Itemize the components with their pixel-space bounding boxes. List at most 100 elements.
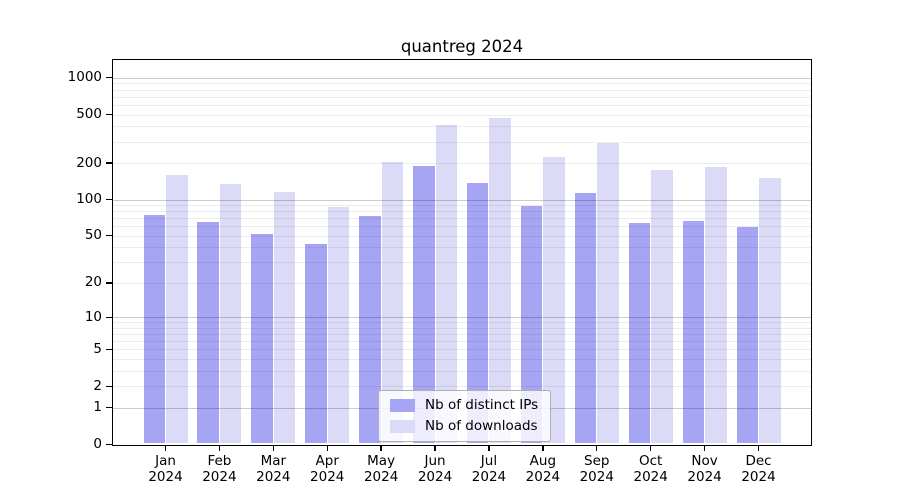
minor-gridline bbox=[113, 359, 811, 361]
y-tick-label: 0 bbox=[93, 436, 102, 452]
minor-gridline bbox=[113, 114, 811, 116]
y-tick-mark bbox=[106, 198, 113, 201]
legend-swatch-downloads bbox=[390, 419, 415, 433]
y-tick-mark bbox=[106, 316, 113, 318]
bar-distinct-ips-aug bbox=[520, 206, 543, 444]
bar-distinct-ips-feb bbox=[197, 222, 219, 444]
y-tick-label: 50 bbox=[84, 227, 102, 244]
x-tick-label: Dec 2024 bbox=[741, 452, 776, 486]
minor-gridline bbox=[113, 386, 811, 388]
y-tick-label: 200 bbox=[76, 154, 102, 171]
y-tick-mark bbox=[106, 348, 113, 351]
y-tick-mark bbox=[106, 443, 113, 446]
minor-gridline bbox=[113, 370, 811, 372]
x-tick-label: May 2024 bbox=[363, 452, 399, 486]
x-tick-mark bbox=[434, 445, 436, 451]
bar-distinct-ips-mar bbox=[251, 233, 273, 444]
minor-gridline bbox=[113, 89, 811, 91]
x-tick-mark bbox=[380, 445, 382, 451]
y-tick-label: 500 bbox=[76, 106, 102, 123]
y-tick-mark bbox=[106, 235, 113, 237]
x-tick-mark bbox=[703, 445, 706, 451]
minor-gridline bbox=[113, 163, 811, 165]
x-tick-mark bbox=[164, 445, 167, 451]
minor-gridline bbox=[113, 334, 811, 336]
major-gridline bbox=[113, 317, 811, 319]
legend-item-distinct-ips: Nb of distinct IPs bbox=[390, 397, 538, 413]
bar-downloads-may bbox=[381, 161, 404, 444]
major-gridline bbox=[113, 77, 811, 79]
y-tick-mark bbox=[106, 77, 113, 79]
x-tick-mark bbox=[542, 445, 544, 451]
legend-swatch-distinct-ips bbox=[390, 398, 415, 412]
bar-downloads-jan bbox=[166, 174, 188, 444]
bar-downloads-nov bbox=[705, 166, 727, 444]
bar-distinct-ips-apr bbox=[305, 243, 327, 444]
legend-item-downloads: Nb of downloads bbox=[390, 418, 538, 434]
x-tick-mark bbox=[596, 445, 598, 451]
bar-downloads-mar bbox=[273, 192, 296, 444]
bar-distinct-ips-may bbox=[359, 216, 381, 444]
x-tick-mark bbox=[488, 445, 490, 451]
y-tick-mark bbox=[106, 407, 113, 409]
y-tick-label: 100 bbox=[76, 191, 102, 208]
bar-downloads-sep bbox=[597, 143, 619, 444]
x-tick-mark bbox=[650, 445, 652, 451]
legend: Nb of distinct IPs Nb of downloads bbox=[378, 390, 552, 442]
minor-gridline bbox=[113, 96, 811, 98]
x-tick-label: Oct 2024 bbox=[633, 452, 668, 486]
bar-downloads-feb bbox=[219, 183, 242, 444]
bar-distinct-ips-sep bbox=[574, 192, 597, 444]
y-tick-label: 5 bbox=[93, 340, 102, 357]
y-tick-mark bbox=[106, 162, 113, 164]
minor-gridline bbox=[113, 141, 811, 143]
y-tick-label: 1 bbox=[93, 399, 102, 416]
minor-gridline bbox=[113, 218, 811, 220]
x-tick-label: Sep 2024 bbox=[579, 452, 614, 486]
minor-gridline bbox=[113, 205, 811, 207]
minor-gridline bbox=[113, 322, 811, 324]
bar-distinct-ips-oct bbox=[628, 222, 651, 444]
x-tick-label: Apr 2024 bbox=[310, 452, 345, 486]
x-tick-label: Jun 2024 bbox=[417, 452, 453, 486]
minor-gridline bbox=[113, 226, 811, 228]
minor-gridline bbox=[113, 341, 811, 343]
bar-distinct-ips-jun bbox=[413, 165, 435, 444]
minor-gridline bbox=[113, 235, 811, 237]
legend-label-distinct-ips: Nb of distinct IPs bbox=[425, 397, 539, 413]
x-tick-label: Nov 2024 bbox=[687, 452, 722, 486]
bar-downloads-oct bbox=[651, 169, 673, 444]
minor-gridline bbox=[113, 282, 811, 284]
x-tick-label: Mar 2024 bbox=[256, 452, 291, 486]
minor-gridline bbox=[113, 104, 811, 106]
x-tick-mark bbox=[326, 445, 328, 451]
bar-downloads-jul bbox=[489, 117, 511, 444]
bar-downloads-dec bbox=[759, 177, 781, 444]
bar-distinct-ips-jul bbox=[466, 182, 489, 444]
y-tick-label: 20 bbox=[84, 274, 102, 291]
x-tick-mark bbox=[218, 445, 221, 451]
y-tick-mark bbox=[106, 385, 113, 387]
chart-title: quantreg 2024 bbox=[400, 37, 524, 56]
x-tick-label: Jan 2024 bbox=[148, 452, 183, 486]
bar-distinct-ips-jan bbox=[143, 214, 165, 444]
minor-gridline bbox=[113, 83, 811, 85]
minor-gridline bbox=[113, 262, 811, 264]
y-tick-label: 1000 bbox=[67, 69, 102, 86]
bar-downloads-jun bbox=[435, 125, 458, 444]
y-tick-mark bbox=[106, 113, 113, 116]
x-tick-label: Jul 2024 bbox=[471, 452, 507, 486]
x-tick-label: Aug 2024 bbox=[525, 452, 561, 486]
x-tick-mark bbox=[272, 445, 274, 451]
minor-gridline bbox=[113, 247, 811, 249]
minor-gridline bbox=[113, 327, 811, 329]
bar-downloads-aug bbox=[543, 156, 565, 444]
minor-gridline bbox=[113, 349, 811, 351]
y-tick-label: 10 bbox=[84, 308, 102, 325]
y-tick-label: 2 bbox=[93, 377, 102, 394]
y-tick-mark bbox=[106, 282, 113, 284]
bar-downloads-apr bbox=[327, 207, 350, 444]
